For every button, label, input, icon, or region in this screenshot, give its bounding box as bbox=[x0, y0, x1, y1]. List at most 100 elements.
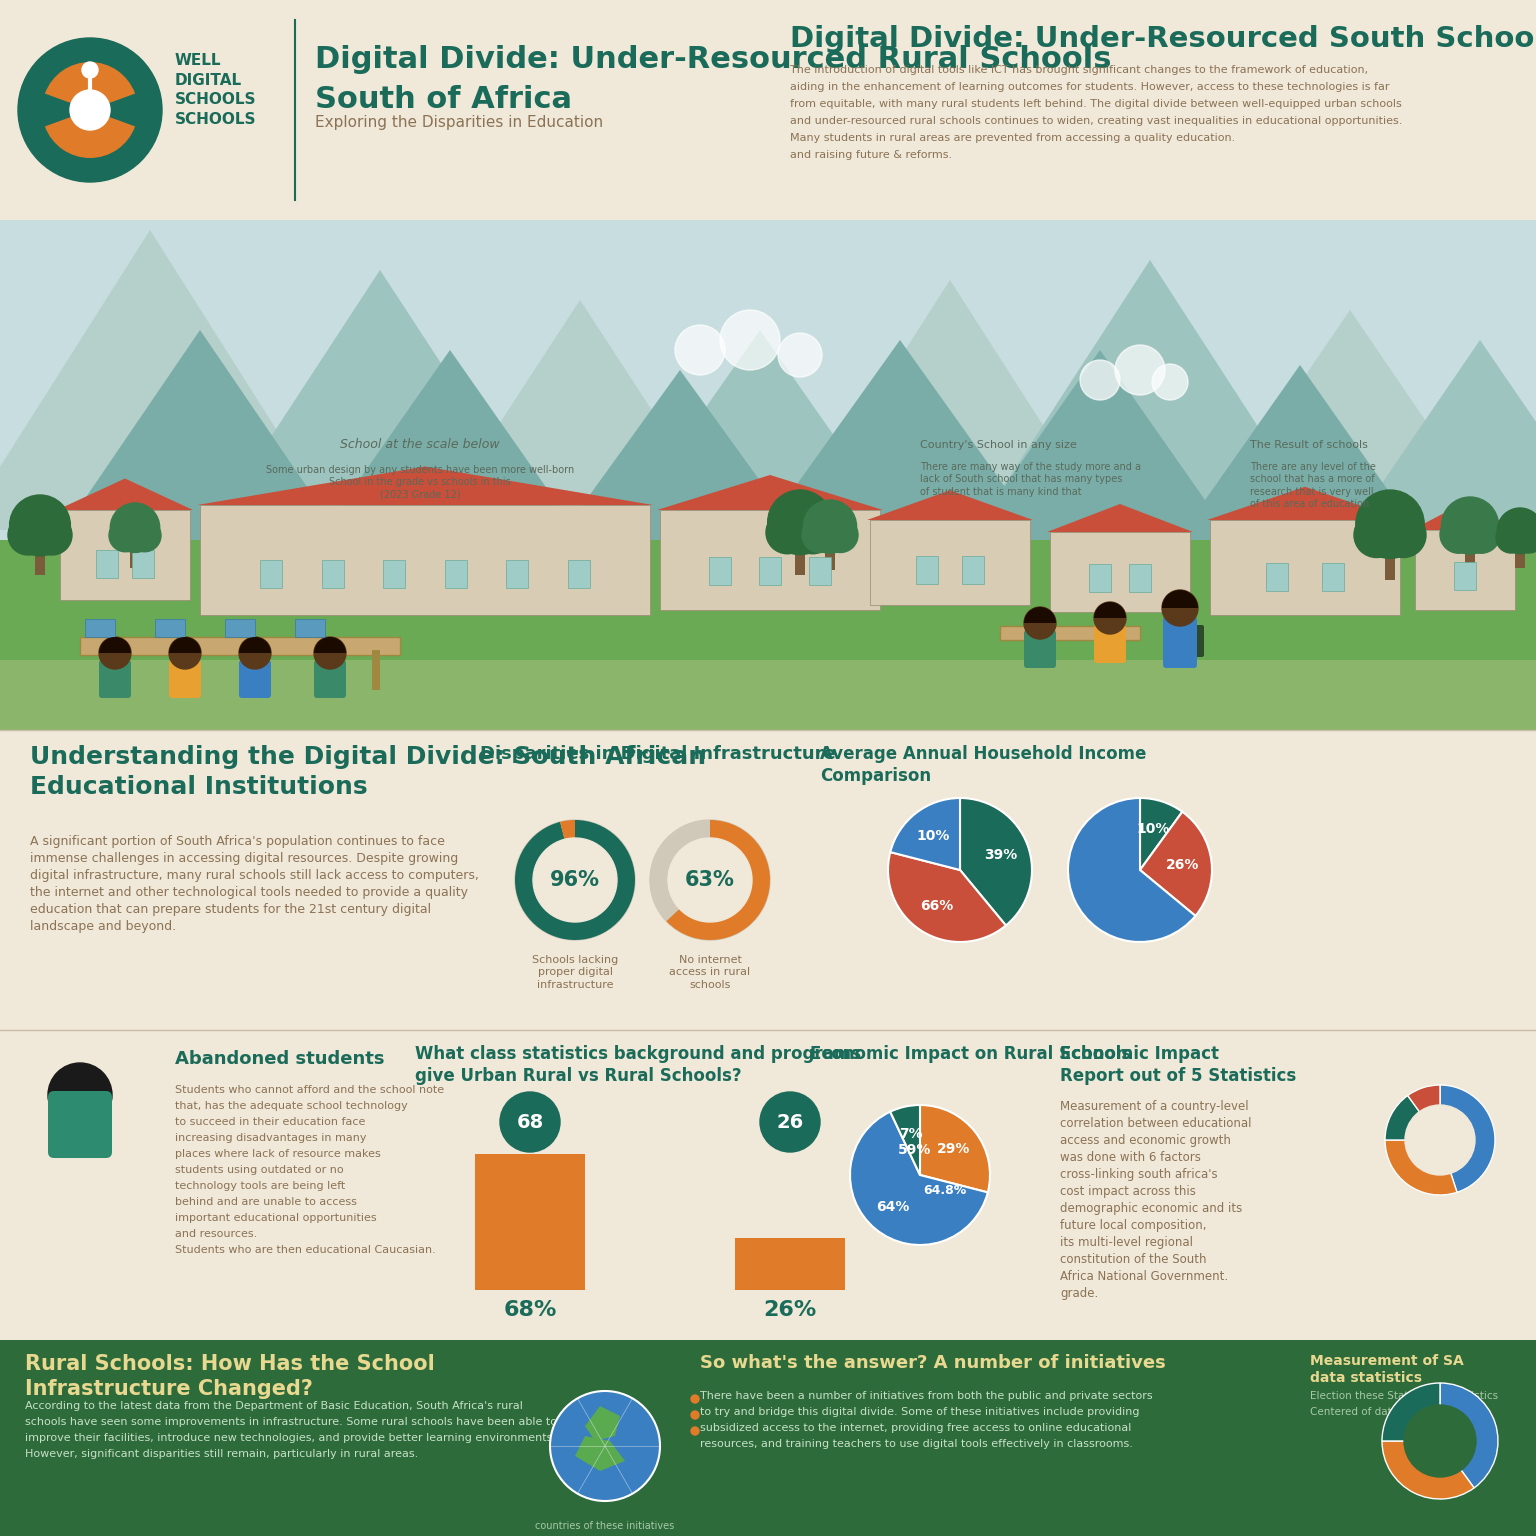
FancyBboxPatch shape bbox=[809, 558, 831, 585]
Wedge shape bbox=[891, 1104, 920, 1175]
Text: Economic Impact
Report out of 5 Statistics: Economic Impact Report out of 5 Statisti… bbox=[1060, 1044, 1296, 1086]
Text: the internet and other technological tools needed to provide a quality: the internet and other technological too… bbox=[31, 886, 468, 899]
FancyBboxPatch shape bbox=[200, 505, 650, 614]
Polygon shape bbox=[750, 339, 1051, 550]
Circle shape bbox=[550, 1392, 660, 1501]
FancyBboxPatch shape bbox=[1266, 564, 1287, 591]
Circle shape bbox=[1080, 359, 1120, 399]
Text: 26%: 26% bbox=[763, 1299, 817, 1319]
Circle shape bbox=[169, 637, 201, 670]
Circle shape bbox=[8, 515, 48, 554]
Wedge shape bbox=[888, 852, 1006, 942]
Text: 63%: 63% bbox=[685, 869, 734, 889]
Text: students using outdated or no: students using outdated or no bbox=[175, 1164, 344, 1175]
FancyBboxPatch shape bbox=[1210, 521, 1399, 614]
Circle shape bbox=[1163, 590, 1198, 627]
FancyBboxPatch shape bbox=[0, 1339, 1536, 1536]
Text: places where lack of resource makes: places where lack of resource makes bbox=[175, 1149, 381, 1160]
Text: There have been a number of initiatives from both the public and private sectors: There have been a number of initiatives … bbox=[700, 1392, 1152, 1401]
Text: Measurement of SA
data statistics: Measurement of SA data statistics bbox=[1310, 1355, 1464, 1385]
Text: Country's School in any size: Country's School in any size bbox=[920, 439, 1077, 450]
Circle shape bbox=[313, 637, 346, 670]
Circle shape bbox=[768, 490, 833, 554]
Wedge shape bbox=[98, 637, 131, 653]
Text: Disparities in Digital Infrastructure: Disparities in Digital Infrastructure bbox=[479, 745, 836, 763]
Wedge shape bbox=[1068, 799, 1195, 942]
Text: A significant portion of South Africa's population continues to face: A significant portion of South Africa's … bbox=[31, 836, 445, 848]
Text: important educational opportunities: important educational opportunities bbox=[175, 1213, 376, 1223]
Text: What class statistics background and programs
give Urban Rural vs Rural Schools?: What class statistics background and pro… bbox=[415, 1044, 862, 1086]
Polygon shape bbox=[0, 230, 339, 530]
FancyBboxPatch shape bbox=[131, 539, 140, 568]
FancyBboxPatch shape bbox=[759, 558, 780, 585]
Text: was done with 6 factors: was done with 6 factors bbox=[1060, 1150, 1201, 1164]
FancyBboxPatch shape bbox=[1514, 541, 1525, 568]
Wedge shape bbox=[1385, 1140, 1458, 1195]
Circle shape bbox=[779, 333, 822, 376]
Circle shape bbox=[1404, 1405, 1476, 1478]
Circle shape bbox=[1025, 607, 1057, 639]
FancyBboxPatch shape bbox=[384, 559, 406, 587]
FancyBboxPatch shape bbox=[1322, 564, 1344, 591]
Text: correlation between educational: correlation between educational bbox=[1060, 1117, 1252, 1130]
Text: 96%: 96% bbox=[550, 869, 601, 889]
Text: 68%: 68% bbox=[504, 1299, 556, 1319]
Text: and raising future & reforms.: and raising future & reforms. bbox=[790, 151, 952, 160]
Text: So what's the answer? A number of initiatives: So what's the answer? A number of initia… bbox=[700, 1355, 1166, 1372]
Polygon shape bbox=[621, 330, 900, 530]
Text: access and economic growth: access and economic growth bbox=[1060, 1134, 1230, 1147]
FancyBboxPatch shape bbox=[84, 619, 115, 637]
Circle shape bbox=[18, 38, 161, 181]
FancyBboxPatch shape bbox=[507, 559, 528, 587]
Polygon shape bbox=[1207, 487, 1402, 521]
Polygon shape bbox=[866, 490, 1034, 521]
FancyBboxPatch shape bbox=[710, 558, 731, 585]
Circle shape bbox=[766, 511, 808, 554]
FancyBboxPatch shape bbox=[796, 536, 805, 574]
Circle shape bbox=[81, 61, 98, 78]
FancyBboxPatch shape bbox=[35, 539, 45, 574]
Text: Exploring the Disparities in Education: Exploring the Disparities in Education bbox=[315, 115, 604, 131]
Text: Many students in rural areas are prevented from accessing a quality education.: Many students in rural areas are prevent… bbox=[790, 134, 1235, 143]
FancyBboxPatch shape bbox=[240, 660, 270, 697]
Text: Abandoned students: Abandoned students bbox=[175, 1051, 384, 1068]
Text: demographic economic and its: demographic economic and its bbox=[1060, 1203, 1243, 1215]
FancyBboxPatch shape bbox=[261, 559, 283, 587]
Text: 68: 68 bbox=[516, 1112, 544, 1132]
FancyBboxPatch shape bbox=[323, 559, 344, 587]
Text: Students who are then educational Caucasian.: Students who are then educational Caucas… bbox=[175, 1246, 436, 1255]
Wedge shape bbox=[45, 111, 135, 158]
Polygon shape bbox=[1200, 310, 1501, 530]
Text: 66%: 66% bbox=[920, 900, 954, 914]
Text: The Result of schools: The Result of schools bbox=[1250, 439, 1369, 450]
Wedge shape bbox=[1385, 1095, 1441, 1140]
FancyBboxPatch shape bbox=[1129, 564, 1150, 591]
Text: Students who cannot afford and the school note: Students who cannot afford and the schoo… bbox=[175, 1084, 444, 1095]
Polygon shape bbox=[1350, 339, 1536, 530]
Polygon shape bbox=[574, 1436, 625, 1471]
Polygon shape bbox=[197, 467, 653, 505]
FancyBboxPatch shape bbox=[100, 650, 108, 690]
Circle shape bbox=[823, 518, 859, 553]
Text: and resources.: and resources. bbox=[175, 1229, 257, 1240]
Text: that, has the adequate school technology: that, has the adequate school technology bbox=[175, 1101, 407, 1111]
Text: from equitable, with many rural students left behind. The digital divide between: from equitable, with many rural students… bbox=[790, 98, 1402, 109]
FancyBboxPatch shape bbox=[736, 1238, 845, 1290]
Text: improve their facilities, introduce new technologies, and provide better learnin: improve their facilities, introduce new … bbox=[25, 1433, 556, 1442]
Wedge shape bbox=[920, 1104, 991, 1192]
Circle shape bbox=[674, 326, 725, 375]
Wedge shape bbox=[1382, 1382, 1441, 1441]
Circle shape bbox=[111, 502, 160, 553]
Wedge shape bbox=[650, 820, 710, 922]
Circle shape bbox=[720, 310, 780, 370]
Circle shape bbox=[1094, 602, 1126, 634]
Text: 64.8%: 64.8% bbox=[923, 1184, 966, 1197]
Wedge shape bbox=[1407, 1084, 1441, 1140]
FancyBboxPatch shape bbox=[568, 559, 590, 587]
Polygon shape bbox=[1048, 504, 1193, 531]
FancyBboxPatch shape bbox=[915, 556, 937, 584]
FancyBboxPatch shape bbox=[0, 541, 1536, 680]
Text: aiding in the enhancement of learning outcomes for students. However, access to : aiding in the enhancement of learning ou… bbox=[790, 81, 1390, 92]
FancyBboxPatch shape bbox=[48, 1091, 112, 1158]
Circle shape bbox=[1405, 1104, 1475, 1175]
